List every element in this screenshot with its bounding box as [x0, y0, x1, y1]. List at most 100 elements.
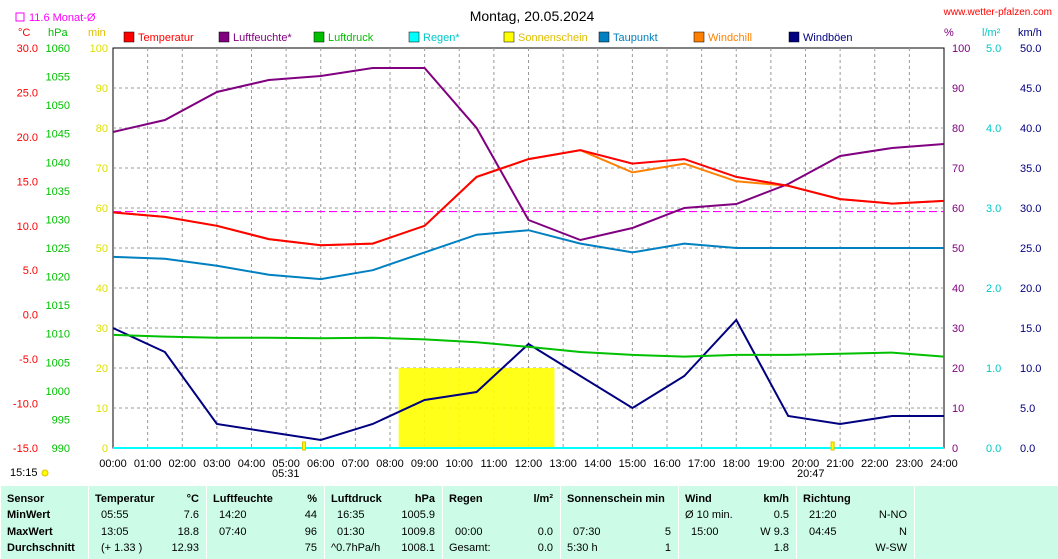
press-min-time: 16:35 — [337, 509, 365, 521]
header-press-unit: hPa — [414, 493, 435, 505]
y-tick-label: 2.0 — [986, 283, 1001, 295]
y-tick-label: 15.0 — [1020, 323, 1041, 335]
x-tick-label: 23:00 — [896, 458, 924, 470]
y-tick-label: 20.0 — [1020, 283, 1041, 295]
header-rain: Regen — [449, 493, 483, 505]
y-tick-label: 70 — [96, 163, 108, 175]
y-tick-label: 10.0 — [17, 221, 38, 233]
y-tick-label: 5.0 — [23, 265, 38, 277]
y-tick-label: 70 — [952, 163, 964, 175]
y-tick-label: 60 — [952, 203, 964, 215]
x-tick-label: 22:00 — [861, 458, 889, 470]
y-tick-label: 1.0 — [986, 363, 1001, 375]
y-tick-label: 50.0 — [1020, 43, 1041, 55]
x-tick-label: 09:00 — [411, 458, 439, 470]
legend-swatch — [693, 31, 705, 43]
y-tick-label: 100 — [952, 43, 970, 55]
x-tick-label: 10:00 — [445, 458, 473, 470]
series-line-windben — [112, 318, 944, 442]
table-col-dir: Richtung 21:20 N-NO 04:45 N W-SW — [796, 486, 915, 559]
temp-max-val: 18.8 — [177, 526, 199, 538]
y-tick-label: 1040 — [46, 157, 70, 169]
y-tick-label: 1050 — [46, 100, 70, 112]
legend-label: Temperatur — [138, 32, 194, 44]
x-tick-label: 00:00 — [99, 458, 127, 470]
header-press: Luftdruck — [331, 493, 382, 505]
axes: 00:00 01:00 02:00 03:00 04:00 05:00 06:00 07:00… — [13, 43, 1041, 477]
y-tick-label: 1000 — [46, 386, 70, 398]
y-tick-label: 30 — [96, 323, 108, 335]
dir-max-time: 04:45 — [809, 526, 837, 538]
y-tick-label: 80 — [96, 123, 108, 135]
y-tick-label: 30 — [952, 323, 964, 335]
x-tick-label: 18:00 — [722, 458, 750, 470]
wind-avg10-label: Ø 10 min. — [685, 509, 733, 521]
rain-max-val: 0.0 — [537, 526, 553, 538]
y-tick-label: 5.0 — [1020, 403, 1035, 415]
axis-unit-hum: % — [944, 27, 954, 39]
x-tick-label: 11:00 — [481, 458, 508, 470]
y-tick-label: -15.0 — [13, 443, 38, 455]
table-col-sensor: Sensor MinWert MaxWert Durchschnitt — [0, 486, 89, 559]
header-temp-unit: °C — [186, 493, 199, 505]
temp-avg-val: 12.93 — [171, 542, 199, 554]
y-tick-label: 4.0 — [986, 123, 1001, 135]
y-tick-label: 5.0 — [986, 43, 1001, 55]
axis-unit-temp: °C — [18, 27, 30, 39]
legend-swatch — [408, 31, 420, 43]
header-dir: Richtung — [803, 493, 851, 505]
x-tick-label: 19:00 — [757, 458, 785, 470]
row-label-min: MinWert — [7, 509, 51, 521]
legend-label: Sonnenschein — [518, 32, 588, 44]
sun-max-val: 5 — [664, 526, 671, 538]
legend-swatch — [598, 31, 610, 43]
legend-label: Luftdruck — [328, 32, 374, 44]
wind-avg10-val: 0.5 — [773, 509, 789, 521]
sunshine-bar — [450, 368, 503, 448]
sun-total: 5:30 h — [567, 542, 598, 554]
hum-max-time: 07:40 — [219, 526, 247, 538]
y-tick-label: 35.0 — [1020, 163, 1041, 175]
legend-label: Regen* — [423, 32, 460, 44]
y-tick-label: 0.0 — [986, 443, 1001, 455]
y-tick-label: 40 — [96, 283, 108, 295]
temp-min-val: 7.6 — [183, 509, 199, 521]
sun-marker — [830, 441, 835, 451]
y-tick-label: 25.0 — [17, 87, 38, 99]
y-tick-label: 50 — [952, 243, 964, 255]
x-tick-label: 13:00 — [549, 458, 577, 470]
dir-max-val: N — [899, 526, 907, 538]
legend-swatch — [313, 31, 325, 43]
wind-max-time: 15:00 — [691, 526, 719, 538]
x-tick-label: 24:00 — [930, 458, 958, 470]
y-tick-label: 25.0 — [1020, 243, 1041, 255]
header-sensor: Sensor — [7, 493, 45, 505]
axis-unit-sun: min — [88, 27, 106, 39]
y-tick-label: 3.0 — [986, 203, 1001, 215]
header-sun: Sonnenschein min — [567, 493, 665, 505]
x-tick-label: 07:00 — [342, 458, 370, 470]
y-tick-label: 1020 — [46, 272, 70, 284]
y-tick-label: 1045 — [46, 129, 70, 141]
series-line-taupunkt — [112, 229, 944, 281]
x-tick-label: 01:00 — [134, 458, 162, 470]
header-wind-unit: km/h — [763, 493, 789, 505]
table-col-rain: Regen l/m² 00:00 0.0 Gesamt: 0.0 — [442, 486, 561, 559]
sunshine-bar — [502, 368, 555, 448]
axis-unit-wind: km/h — [1018, 27, 1042, 39]
table-col-empty — [914, 486, 1058, 559]
y-tick-label: 0 — [102, 443, 108, 455]
y-tick-label: 1005 — [46, 357, 70, 369]
y-tick-label: 30.0 — [1020, 203, 1041, 215]
table-col-press: Luftdruck hPa 16:35 1005.9 01:30 1009.8 … — [324, 486, 443, 559]
y-tick-label: 45.0 — [1020, 83, 1041, 95]
series-line-luftdruck — [112, 333, 945, 358]
y-tick-label: 60 — [96, 203, 108, 215]
x-tick-label: 20:00 — [792, 458, 820, 470]
temp-max-time: 13:05 — [101, 526, 129, 538]
hum-max-val: 96 — [304, 526, 317, 538]
header-hum-unit: % — [307, 493, 317, 505]
x-tick-label: 05:00 — [272, 458, 300, 470]
y-tick-label: 1060 — [46, 43, 70, 55]
legend-swatch — [218, 31, 230, 43]
